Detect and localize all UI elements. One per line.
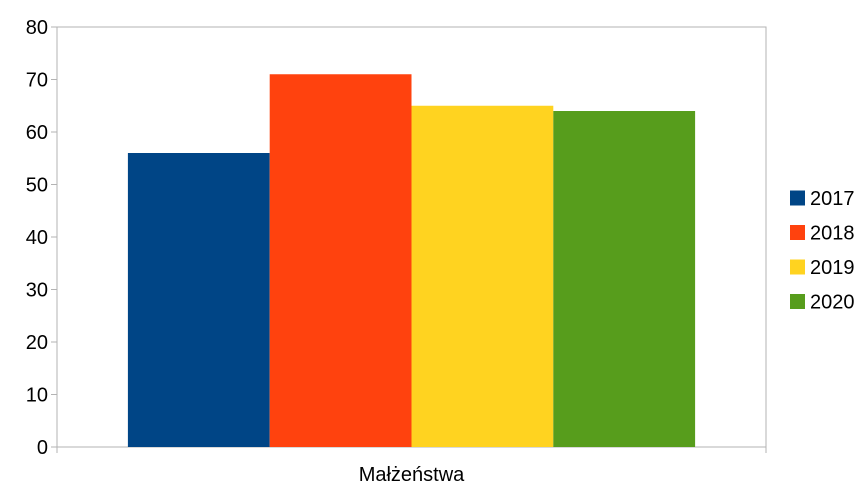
bar-2020 [553,111,696,447]
legend: 2017 2018 2019 2020 [790,188,855,314]
bar-2018 [269,74,412,447]
y-axis: 0 10 20 30 40 50 60 70 80 [26,17,57,459]
y-tick-label: 20 [26,332,48,354]
legend-label: 2017 [810,188,855,210]
legend-label: 2020 [810,292,855,314]
y-tick-label: 30 [26,280,48,302]
y-tick-label: 80 [26,17,48,39]
y-tick-label: 50 [26,175,48,197]
y-tick-label: 40 [26,227,48,249]
legend-swatch-2017 [790,190,805,206]
x-category-label: Małżeństwa [359,464,465,486]
y-tick-label: 70 [26,70,48,92]
x-axis: Małżeństwa [56,447,767,486]
legend-label: 2018 [810,223,855,245]
legend-swatch-2020 [790,294,805,309]
y-tick-label: 0 [37,437,48,459]
legend-label: 2019 [810,257,855,279]
legend-swatch-2018 [790,225,805,240]
legend-swatch-2019 [790,259,805,275]
y-tick-label: 10 [26,385,48,407]
y-tick-label: 60 [26,122,48,144]
bar-2019 [411,105,554,447]
bar-2017 [127,153,270,447]
bar-series [127,74,696,447]
